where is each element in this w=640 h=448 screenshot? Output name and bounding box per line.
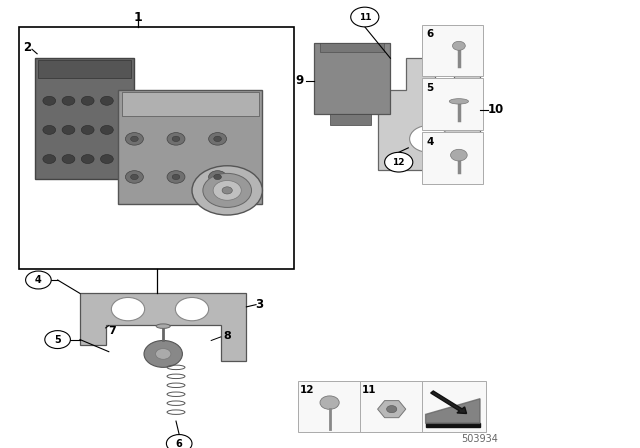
Circle shape: [351, 7, 379, 27]
Text: 12: 12: [392, 158, 405, 167]
Bar: [298, 381, 362, 432]
Circle shape: [81, 96, 94, 105]
Text: 503934: 503934: [461, 435, 499, 444]
Text: 12: 12: [300, 385, 314, 395]
Text: 7: 7: [108, 326, 116, 336]
Text: 11: 11: [362, 385, 376, 395]
FancyBboxPatch shape: [122, 92, 259, 116]
Polygon shape: [80, 293, 246, 361]
Circle shape: [214, 136, 221, 142]
Circle shape: [320, 396, 339, 409]
Circle shape: [62, 96, 75, 105]
Circle shape: [144, 340, 182, 367]
Text: 5: 5: [54, 335, 61, 345]
Text: 5: 5: [426, 83, 433, 93]
Circle shape: [452, 41, 465, 50]
Text: 3: 3: [255, 298, 263, 311]
Circle shape: [192, 166, 262, 215]
Text: 1: 1: [133, 10, 142, 24]
Circle shape: [100, 155, 113, 164]
Polygon shape: [426, 399, 480, 423]
Circle shape: [167, 133, 185, 145]
Text: 4: 4: [35, 275, 42, 285]
Bar: [38, 60, 131, 78]
Bar: [19, 27, 294, 269]
Circle shape: [62, 155, 75, 164]
Circle shape: [451, 149, 467, 161]
Circle shape: [26, 271, 51, 289]
Circle shape: [166, 435, 192, 448]
Bar: [422, 25, 483, 76]
Circle shape: [156, 349, 171, 359]
Circle shape: [214, 174, 221, 180]
Circle shape: [131, 174, 138, 180]
Circle shape: [203, 173, 252, 207]
Circle shape: [209, 133, 227, 145]
Bar: [314, 43, 390, 114]
Circle shape: [209, 171, 227, 183]
FancyArrow shape: [431, 391, 467, 414]
Circle shape: [385, 152, 413, 172]
Circle shape: [45, 331, 70, 349]
Circle shape: [100, 96, 113, 105]
Text: 6: 6: [176, 439, 182, 448]
FancyBboxPatch shape: [118, 90, 262, 204]
Circle shape: [172, 136, 180, 142]
Text: 4: 4: [426, 137, 434, 146]
FancyBboxPatch shape: [35, 58, 134, 179]
Circle shape: [222, 187, 232, 194]
Circle shape: [125, 171, 143, 183]
Circle shape: [213, 181, 241, 200]
Circle shape: [43, 125, 56, 134]
Polygon shape: [426, 423, 480, 427]
Text: 2: 2: [23, 40, 31, 54]
Circle shape: [172, 174, 180, 180]
Circle shape: [410, 125, 448, 152]
Text: 9: 9: [296, 74, 303, 87]
Text: 11: 11: [358, 13, 371, 22]
Bar: [422, 78, 483, 130]
Text: 10: 10: [488, 103, 504, 116]
Circle shape: [125, 133, 143, 145]
Bar: [360, 381, 424, 432]
Polygon shape: [378, 47, 480, 170]
Circle shape: [100, 125, 113, 134]
Text: 6: 6: [426, 29, 433, 39]
Circle shape: [43, 96, 56, 105]
Circle shape: [131, 136, 138, 142]
Ellipse shape: [449, 99, 468, 104]
Circle shape: [167, 171, 185, 183]
Bar: [320, 43, 384, 52]
Circle shape: [62, 125, 75, 134]
Circle shape: [81, 155, 94, 164]
Circle shape: [175, 297, 209, 321]
Circle shape: [387, 405, 397, 413]
Circle shape: [111, 297, 145, 321]
Text: 8: 8: [223, 331, 231, 341]
Bar: [330, 114, 371, 125]
Ellipse shape: [156, 324, 170, 328]
Bar: [422, 132, 483, 184]
Circle shape: [43, 155, 56, 164]
Bar: [422, 381, 486, 432]
Circle shape: [81, 125, 94, 134]
